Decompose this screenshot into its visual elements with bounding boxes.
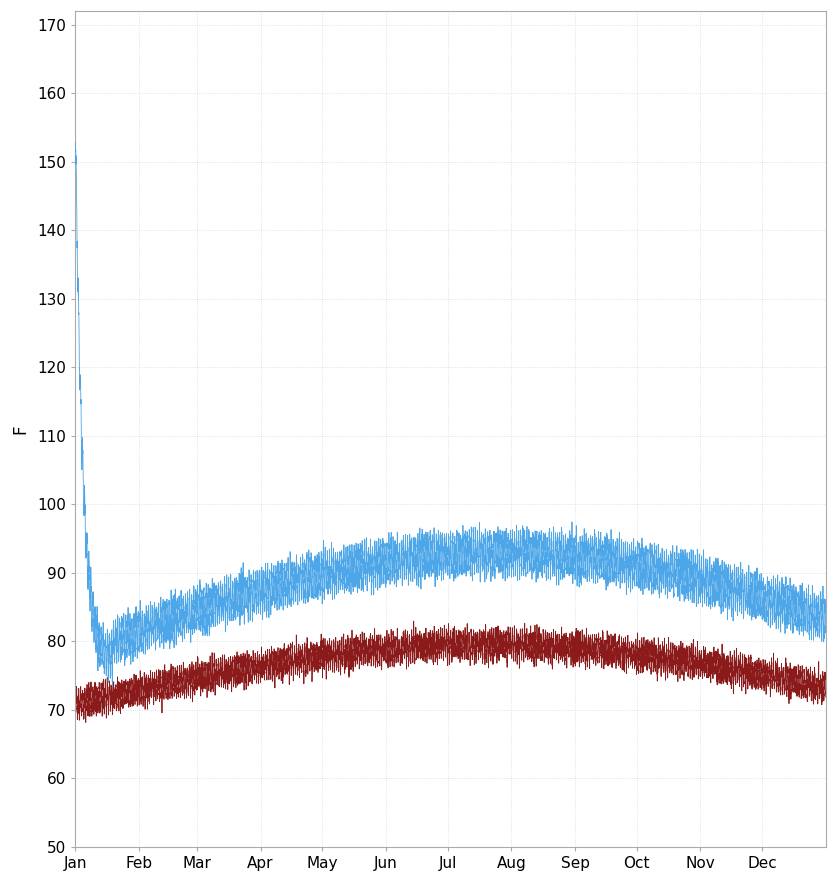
Y-axis label: F: F — [11, 424, 29, 434]
